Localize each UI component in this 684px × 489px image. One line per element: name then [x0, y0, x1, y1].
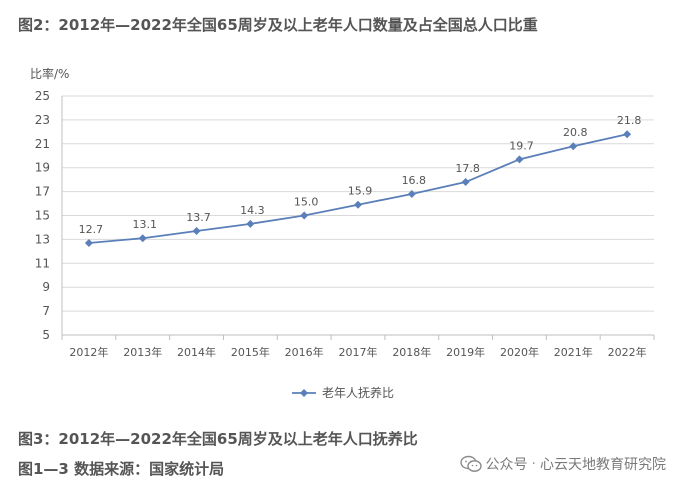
- x-tick-label: 2021年: [554, 345, 593, 359]
- data-label: 14.3: [240, 204, 265, 217]
- watermark-account: 心云天地教育研究院: [540, 457, 666, 473]
- y-tick-label: 17: [35, 185, 50, 199]
- figure-caption-top: 图2：2012年—2022年全国65周岁及以上老年人口数量及占全国总人口比重: [18, 16, 538, 34]
- y-tick-label: 21: [35, 137, 50, 151]
- watermark-separator: ·: [531, 456, 536, 472]
- data-point: [246, 219, 255, 228]
- y-tick-label: 25: [35, 89, 50, 103]
- data-label: 13.1: [132, 218, 157, 231]
- data-point: [84, 238, 93, 247]
- y-tick-label: 7: [42, 304, 50, 318]
- data-label: 13.7: [186, 211, 211, 224]
- legend-label: 老年人抚养比: [322, 385, 394, 400]
- data-point: [515, 155, 524, 164]
- x-tick-label: 2020年: [500, 345, 539, 359]
- y-tick-label: 23: [35, 113, 50, 127]
- data-label: 21.8: [617, 114, 642, 127]
- watermark-prefix: 公众号: [485, 457, 528, 473]
- x-tick-label: 2014年: [177, 345, 216, 359]
- data-point: [569, 142, 578, 151]
- x-tick-label: 2016年: [285, 345, 324, 359]
- data-label: 12.7: [79, 223, 104, 236]
- y-tick-label: 19: [35, 161, 50, 175]
- data-point: [300, 211, 309, 220]
- data-point: [138, 234, 147, 243]
- data-label: 15.9: [348, 185, 373, 198]
- y-tick-label: 11: [35, 256, 50, 270]
- data-source-caption: 图1—3 数据来源：国家统计局: [18, 460, 225, 478]
- data-label: 16.8: [402, 174, 427, 187]
- data-label: 20.8: [563, 126, 588, 139]
- data-label: 15.0: [294, 196, 319, 209]
- y-tick-label: 5: [42, 328, 50, 342]
- y-tick-label: 13: [35, 232, 50, 246]
- y-tick-label: 9: [42, 280, 50, 294]
- line-chart: 比率/% 5 7 9 11 13 15 17 19 21 23 25 2012年 2013年 2014年 20…: [30, 66, 655, 400]
- y-axis-label: 比率/%: [30, 66, 69, 81]
- x-tick-label: 2018年: [392, 345, 431, 359]
- data-point: [354, 200, 362, 209]
- data-point: [461, 178, 470, 187]
- x-tick-label: 2015年: [231, 345, 270, 359]
- watermark: 公众号 · 心云天地教育研究院: [459, 454, 666, 474]
- x-tick-label: 2019年: [446, 345, 485, 359]
- x-tick-label: 2013年: [123, 345, 162, 359]
- data-label: 19.7: [509, 139, 534, 152]
- wechat-icon: [459, 455, 482, 472]
- data-label: 17.8: [455, 162, 480, 175]
- data-point: [623, 130, 632, 139]
- data-point: [407, 189, 416, 198]
- figure-caption-bottom: 图3：2012年—2022年全国65周岁及以上老年人口抚养比: [18, 430, 418, 448]
- x-tick-label: 2022年: [608, 345, 647, 359]
- y-tick-label: 15: [35, 209, 50, 223]
- x-tick-label: 2012年: [69, 345, 108, 359]
- data-point: [192, 227, 201, 236]
- legend-marker: [300, 389, 308, 397]
- x-tick-label: 2017年: [339, 345, 378, 359]
